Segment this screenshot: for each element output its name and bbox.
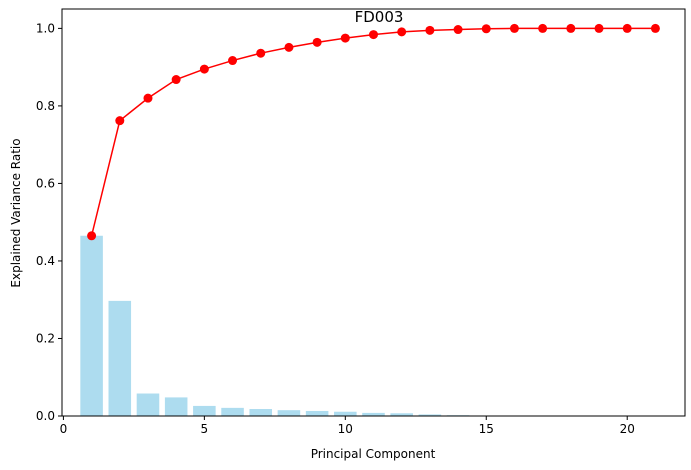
x-ticks: 0 5 10 15 20: [60, 416, 635, 436]
variance-bar: [334, 411, 357, 416]
x-axis-label: Principal Component: [311, 447, 436, 461]
variance-bar: [221, 407, 244, 416]
chart-title: FD003: [355, 8, 404, 26]
y-axis-label: Explained Variance Ratio: [9, 138, 23, 287]
cumulative-variance-point: [228, 56, 238, 66]
axes-layer: [61, 8, 686, 417]
y-tick-label: 1.0: [36, 21, 55, 35]
x-tick-label: 15: [479, 422, 494, 436]
cumulative-variance-point: [425, 25, 435, 35]
cumulative-variance-point: [87, 231, 97, 241]
plot-frame: [61, 8, 686, 417]
variance-bar: [80, 235, 103, 416]
x-tick-label: 20: [620, 422, 635, 436]
cumulative-line-layer: [87, 23, 660, 241]
cumulative-variance-point: [509, 23, 519, 33]
variance-bar: [164, 397, 188, 416]
x-tick-label: 10: [338, 422, 353, 436]
cumulative-variance-point: [481, 24, 491, 34]
y-tick-label: 0.6: [36, 176, 55, 190]
variance-bar: [305, 410, 329, 416]
y-tick-label: 0.4: [36, 254, 55, 268]
cumulative-variance-point: [115, 116, 125, 126]
y-tick-label: 0.8: [36, 99, 55, 113]
cumulative-variance-point: [622, 23, 632, 33]
variance-bar: [277, 410, 301, 416]
variance-bar: [108, 300, 132, 416]
y-ticks: 0.0 0.2 0.4 0.6 0.8 1.0: [36, 21, 62, 423]
bars-layer: [80, 235, 526, 416]
cumulative-variance-point: [143, 93, 153, 103]
cumulative-variance-point: [566, 23, 576, 33]
variance-bar: [390, 413, 413, 416]
cumulative-variance-point: [650, 23, 660, 33]
cumulative-variance-point: [284, 42, 294, 52]
variance-bar: [249, 409, 273, 416]
variance-bar: [193, 405, 216, 416]
cumulative-variance-point: [340, 33, 350, 43]
y-tick-label: 0.0: [36, 409, 55, 423]
x-tick-label: 0: [60, 422, 68, 436]
cumulative-variance-point: [256, 48, 266, 58]
cumulative-variance-point: [397, 27, 407, 37]
x-tick-label: 5: [201, 422, 209, 436]
variance-bar: [362, 412, 385, 416]
variance-bar: [136, 393, 160, 416]
cumulative-variance-point: [171, 75, 181, 85]
cumulative-variance-point: [369, 30, 378, 40]
cumulative-variance-line: [90, 27, 656, 236]
cumulative-variance-point: [199, 64, 209, 74]
cumulative-variance-point: [538, 23, 548, 33]
cumulative-variance-point: [594, 23, 604, 33]
cumulative-variance-point: [453, 25, 463, 35]
cumulative-variance-point: [312, 37, 322, 47]
variance-bar: [418, 414, 442, 416]
y-tick-label: 0.2: [36, 331, 55, 345]
